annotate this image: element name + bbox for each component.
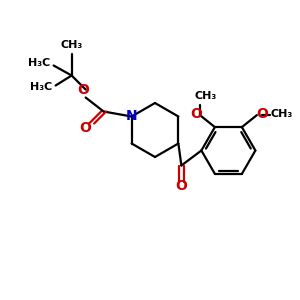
Text: O: O [176, 178, 187, 193]
Text: O: O [80, 121, 92, 134]
Text: O: O [190, 107, 202, 121]
Text: CH₃: CH₃ [195, 91, 217, 101]
Text: H₃C: H₃C [28, 58, 51, 68]
Text: N: N [126, 110, 137, 124]
Text: H₃C: H₃C [31, 82, 53, 92]
Text: O: O [78, 82, 90, 97]
Text: O: O [256, 107, 268, 121]
Text: CH₃: CH₃ [271, 109, 293, 119]
Text: CH₃: CH₃ [61, 40, 83, 50]
